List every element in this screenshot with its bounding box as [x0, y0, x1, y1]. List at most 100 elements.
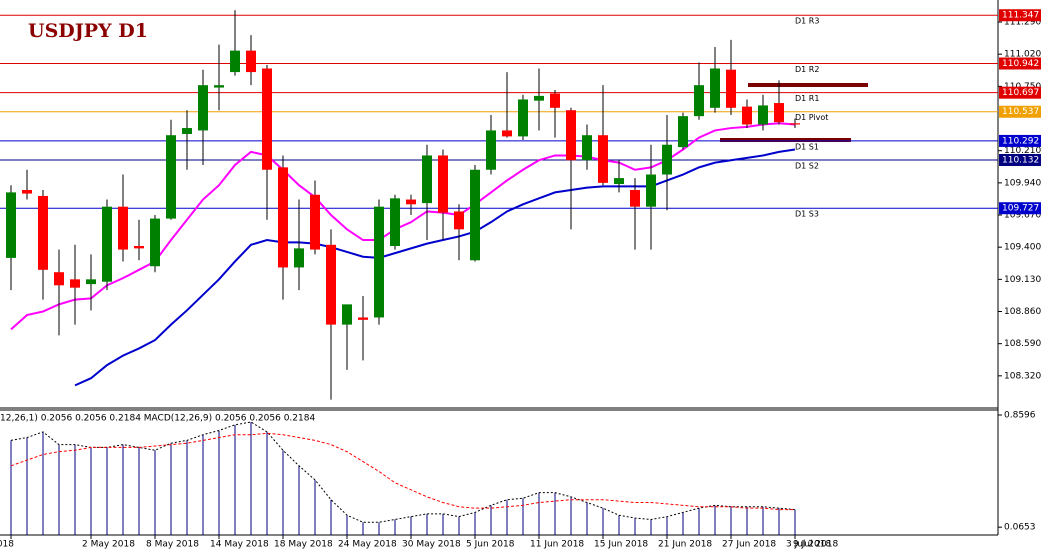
candle-body [134, 245, 144, 249]
chart-title: USDJPY D1 [28, 20, 148, 42]
y-tick-label: 111.290 [1004, 18, 1041, 28]
macd-tick-label: 0.8596 [1004, 411, 1036, 421]
price-box [999, 134, 1041, 147]
price-box [999, 202, 1041, 215]
x-tick-label: 3 Jul 2018 [786, 540, 831, 550]
macd-label: 12,26,1) 0.2056 0.2056 0.2184 MACD(12,26… [0, 414, 315, 424]
pivot-name: D1 Pivot [795, 113, 828, 122]
candle-body [374, 206, 384, 318]
candle-body [86, 279, 96, 285]
candle-body [422, 155, 432, 204]
candle-body [262, 68, 272, 170]
candle-body [774, 103, 784, 123]
price-box [999, 57, 1041, 70]
candle-body [694, 85, 704, 117]
candle-body [758, 105, 768, 125]
y-tick-label: 108.320 [1004, 371, 1041, 381]
candle-body [358, 317, 368, 320]
candle-body [646, 174, 656, 207]
candle-body [246, 50, 256, 73]
price-box-label: 110.292 [1002, 136, 1039, 146]
y-tick-label: 109.400 [1004, 243, 1041, 253]
x-tick-label: 9 Jul 2018 [793, 540, 838, 550]
candle-body [614, 178, 624, 185]
candle-body [22, 190, 32, 194]
candle-body [726, 69, 736, 108]
candle-body [598, 135, 608, 183]
candle-body [438, 155, 448, 213]
x-tick-label: 21 Jun 2018 [658, 540, 712, 550]
candle-body [118, 206, 128, 250]
candle-body [102, 206, 112, 282]
candle-body [310, 194, 320, 250]
candle-body [214, 85, 224, 88]
macd-tick-label: 0.0653 [1004, 523, 1036, 533]
y-tick-label: 108.860 [1004, 307, 1041, 317]
y-tick-label: 108.590 [1004, 339, 1041, 349]
candle-body [406, 199, 416, 205]
x-tick-label: 18 May 2018 [274, 540, 333, 550]
y-tick-label: 111.020 [1004, 50, 1041, 60]
price-box-label: 110.132 [1002, 155, 1039, 165]
pivot-name: D1 S2 [795, 161, 819, 170]
price-box [999, 9, 1041, 22]
price-box [999, 86, 1041, 99]
price-box-label: 109.727 [1002, 204, 1039, 214]
pivot-name: D1 S3 [795, 210, 819, 219]
y-tick-label: 109.670 [1004, 211, 1041, 221]
candle-body [198, 85, 208, 131]
candle-body [294, 248, 304, 268]
pivot-name: D1 R2 [795, 65, 819, 74]
candle-body [534, 95, 544, 101]
x-tick-label: 2 May 2018 [82, 540, 135, 550]
candle-body [342, 304, 352, 325]
candle-body [518, 99, 528, 137]
candle-body [38, 195, 48, 270]
candle-body [582, 135, 592, 161]
candle-body [662, 144, 672, 175]
price-box [999, 105, 1041, 118]
candle-body [326, 244, 336, 325]
x-tick-label: 8 May 2018 [146, 540, 199, 550]
candle-body [454, 211, 464, 230]
price-box-label: 111.347 [1002, 11, 1039, 21]
candle-body [566, 110, 576, 161]
pivot-name: D1 R1 [795, 94, 819, 103]
candle-body [182, 128, 192, 135]
candle-body [6, 192, 16, 258]
x-tick-label: 14 May 2018 [210, 540, 269, 550]
y-tick-label: 109.130 [1004, 275, 1041, 285]
candle-body [486, 130, 496, 170]
macd-line [10, 421, 796, 523]
price-box-label: 110.942 [1002, 59, 1039, 69]
price-box [999, 153, 1041, 166]
x-tick-label: 15 Jun 2018 [594, 540, 648, 550]
x-tick-label: 2018 [0, 540, 14, 550]
x-tick-label: 24 May 2018 [338, 540, 397, 550]
candle-body [470, 169, 480, 261]
moving-average [74, 148, 796, 387]
candle-body [166, 135, 176, 219]
price-box-label: 110.537 [1002, 107, 1039, 117]
x-tick-label: 5 Jun 2018 [466, 540, 515, 550]
candle-body [710, 68, 720, 108]
candle-body [230, 50, 240, 73]
price-box-label: 110.697 [1002, 88, 1039, 98]
x-tick-label: 11 Jun 2018 [530, 540, 584, 550]
candle-body [54, 272, 64, 286]
candle-body [278, 167, 288, 268]
candle-body [742, 106, 752, 125]
candle-body [550, 93, 560, 108]
y-tick-label: 109.940 [1004, 178, 1041, 188]
candle-body [630, 190, 640, 207]
x-tick-label: 30 May 2018 [402, 540, 461, 550]
x-tick-label: 27 Jun 2018 [722, 540, 776, 550]
candle-body [70, 279, 80, 288]
candle-body [790, 123, 800, 125]
candle-body [502, 130, 512, 137]
pivot-name: D1 S1 [795, 142, 819, 151]
y-tick-label: 110.210 [1004, 146, 1041, 156]
candle-body [390, 198, 400, 246]
